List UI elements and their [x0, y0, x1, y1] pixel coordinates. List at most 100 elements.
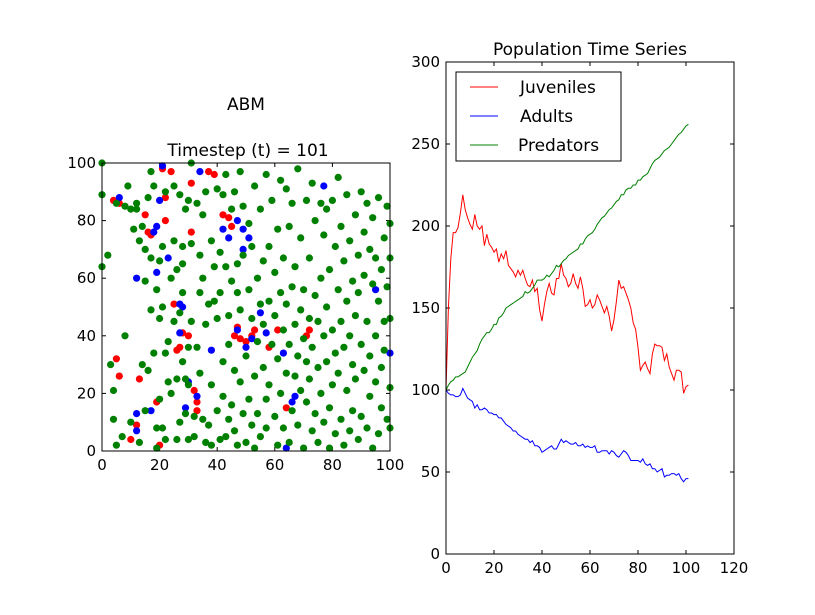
scatter-point-green	[173, 266, 181, 274]
scatter-point-red	[210, 170, 218, 179]
scatter-point-green	[360, 366, 368, 374]
line-x-tick-label: 20	[484, 559, 503, 577]
scatter-point-green	[285, 340, 293, 348]
scatter-point-green	[259, 320, 267, 328]
scatter-point-green	[141, 245, 149, 253]
scatter-point-green	[360, 271, 368, 279]
scatter-point-green	[242, 352, 250, 360]
scatter-x-tick-label: 20	[150, 456, 169, 474]
scatter-point-green	[279, 254, 287, 262]
scatter-point-green	[277, 389, 285, 397]
scatter-point-green	[121, 202, 129, 210]
scatter-point-green	[199, 415, 207, 423]
scatter-point-green	[372, 378, 380, 386]
scatter-point-green	[167, 274, 175, 282]
scatter-point-green	[170, 317, 178, 325]
scatter-point-green	[343, 191, 351, 199]
scatter-point-green	[369, 280, 377, 288]
scatter-point-green	[291, 372, 299, 380]
scatter-point-green	[164, 338, 172, 346]
scatter-x-tick-label: 0	[97, 456, 107, 474]
scatter-point-green	[147, 306, 155, 314]
scatter-point-blue	[239, 245, 247, 253]
scatter-point-green	[302, 196, 311, 204]
scatter-point-green	[372, 332, 380, 340]
scatter-point-green	[236, 306, 244, 314]
scatter-point-green	[360, 228, 368, 236]
figure-suptitle: ABM	[227, 95, 265, 115]
scatter-axis-ticks: 0 20 40 60 80 100 0 20 40 60 80 100	[67, 154, 404, 474]
scatter-point-green	[351, 211, 359, 219]
scatter-point-red	[141, 211, 149, 219]
scatter-point-green	[349, 277, 357, 285]
line-y-tick-label: 150	[411, 299, 440, 317]
scatter-point-green	[285, 438, 293, 446]
scatter-point-green	[236, 378, 244, 386]
scatter-point-green	[170, 237, 178, 245]
scatter-point-green	[253, 338, 262, 346]
scatter-point-green	[248, 242, 256, 251]
line-x-tick-label: 120	[720, 559, 749, 577]
scatter-x-tick-label: 60	[265, 456, 284, 474]
line-chart: Population Time Series 0 20 40 60 80 100 120 0 5…	[411, 40, 748, 577]
scatter-point-green	[179, 242, 187, 251]
scatter-point-green	[196, 369, 204, 377]
scatter-point-green	[135, 237, 143, 245]
scatter-point-green	[363, 424, 371, 432]
scatter-point-green	[308, 427, 316, 435]
scatter-point-green	[228, 205, 236, 213]
scatter-point-green	[187, 240, 195, 248]
scatter-point-green	[233, 289, 241, 297]
scatter-point-green	[308, 343, 316, 351]
scatter-point-blue	[176, 329, 184, 337]
scatter-point-green	[314, 438, 322, 446]
scatter-point-red	[161, 194, 169, 202]
scatter-point-green	[265, 381, 273, 389]
scatter-point-red	[112, 355, 120, 363]
scatter-point-green	[141, 277, 149, 285]
scatter-point-green	[181, 205, 190, 213]
scatter-point-green	[354, 251, 362, 259]
scatter-point-green	[305, 254, 313, 262]
scatter-point-green	[253, 410, 262, 418]
scatter-point-green	[184, 343, 192, 351]
scatter-point-green	[311, 217, 319, 225]
scatter-point-green	[187, 317, 195, 325]
scatter-point-green	[248, 314, 256, 323]
scatter-point-green	[158, 242, 167, 251]
scatter-point-green	[377, 404, 385, 412]
scatter-point-green	[288, 283, 296, 291]
scatter-x-tick-label: 40	[208, 456, 227, 474]
scatter-point-green	[268, 340, 276, 348]
scatter-point-green	[138, 361, 146, 369]
scatter-point-green	[213, 185, 221, 193]
scatter-point-green	[161, 188, 169, 196]
scatter-point-green	[245, 219, 253, 228]
scatter-point-green	[144, 194, 152, 202]
scatter-point-green	[337, 317, 345, 325]
scatter-point-green	[374, 430, 383, 438]
scatter-point-green	[130, 225, 138, 233]
scatter-point-green	[288, 199, 296, 207]
scatter-point-green	[127, 205, 135, 213]
scatter-point-green	[251, 444, 259, 452]
scatter-point-red	[205, 168, 213, 176]
scatter-point-blue	[291, 392, 299, 400]
scatter-point-red	[161, 217, 169, 225]
legend: Juveniles Adults Predators	[455, 71, 622, 162]
scatter-point-green	[317, 389, 325, 397]
scatter-point-green	[190, 433, 198, 441]
line-y-tick-label: 100	[411, 381, 440, 399]
scatter-point-green	[184, 381, 192, 389]
scatter-point-green	[181, 375, 190, 383]
scatter-point-green	[297, 234, 305, 242]
scatter-point-green	[302, 398, 311, 406]
scatter-point-red	[225, 214, 233, 222]
scatter-point-green	[274, 355, 282, 363]
scatter-point-green	[202, 188, 210, 196]
scatter-point-green	[357, 188, 365, 196]
scatter-point-green	[274, 225, 282, 233]
scatter-point-green	[219, 191, 227, 199]
scatter-point-green	[205, 421, 213, 429]
